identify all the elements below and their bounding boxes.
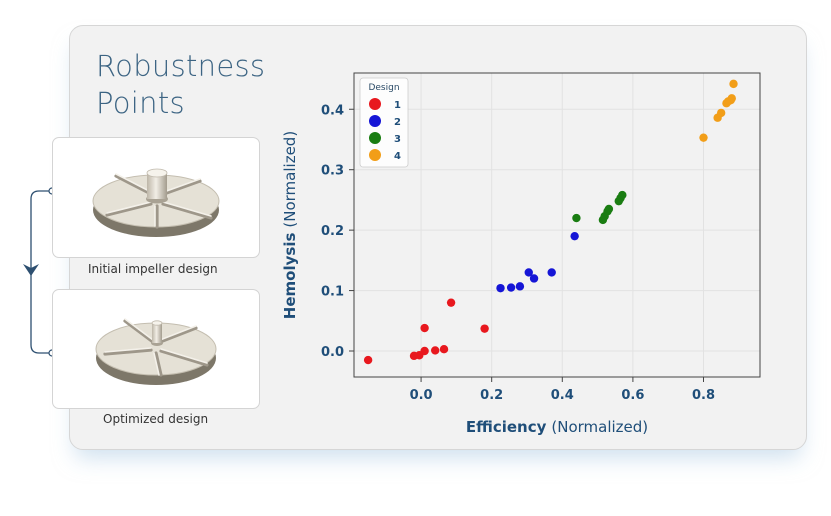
data-point-design-4 xyxy=(729,79,738,89)
data-point-design-3 xyxy=(572,213,581,223)
legend-label-design-4: 4 xyxy=(394,151,401,162)
data-point-design-2 xyxy=(524,268,533,277)
y-tick-label: 0.4 xyxy=(321,103,344,118)
data-point-design-1 xyxy=(363,355,373,365)
legend-marker-design-4 xyxy=(369,149,381,161)
data-point-design-4 xyxy=(716,108,726,118)
y-tick-label: 0.1 xyxy=(321,285,344,300)
x-tick-label: 0.4 xyxy=(551,388,574,403)
data-point-design-1 xyxy=(431,346,440,355)
optimized-design-caption: Optimized design xyxy=(103,412,209,426)
optimized-design-card xyxy=(52,289,260,409)
data-point-design-2 xyxy=(547,268,556,277)
legend-label-design-1: 1 xyxy=(394,100,401,111)
chart-grid xyxy=(354,73,760,377)
x-axis-title-suffix: (Normalized) xyxy=(551,418,648,436)
initial-design-card xyxy=(52,137,260,258)
y-axis-ticks: 0.0 0.1 0.2 0.3 0.4 xyxy=(321,103,354,360)
data-point-design-1 xyxy=(480,324,489,333)
legend-label-design-2: 2 xyxy=(394,117,401,128)
data-points xyxy=(363,79,738,365)
legend-marker-design-1 xyxy=(369,98,381,110)
chart-legend: Design 1 2 3 4 xyxy=(359,77,409,168)
x-axis-title-main: Efficiency xyxy=(466,418,547,436)
data-point-design-2 xyxy=(496,283,505,293)
data-point-design-2 xyxy=(529,274,539,283)
x-tick-label: 0.2 xyxy=(480,388,503,403)
data-point-design-3 xyxy=(604,204,614,214)
y-axis-title-suffix: (Normalized) xyxy=(281,131,299,228)
data-point-design-2 xyxy=(506,283,516,292)
legend-marker-design-2 xyxy=(369,115,381,127)
x-tick-label: 0.0 xyxy=(410,388,433,403)
impeller-optimized-icon xyxy=(95,318,217,385)
data-point-design-1 xyxy=(439,344,449,354)
y-axis-title: Hemolysis (Normalized) xyxy=(281,131,299,319)
data-point-design-3 xyxy=(618,190,627,200)
x-tick-label: 0.8 xyxy=(692,388,715,403)
initial-design-caption: Initial impeller design xyxy=(88,262,218,276)
down-arrow-icon xyxy=(23,264,39,276)
y-axis-title-main: Hemolysis xyxy=(281,233,299,320)
y-tick-label: 0.0 xyxy=(321,345,344,360)
legend-label-design-3: 3 xyxy=(394,134,401,145)
y-tick-label: 0.3 xyxy=(321,164,344,179)
y-tick-label: 0.2 xyxy=(321,224,344,239)
impeller-initial-icon xyxy=(92,168,220,237)
legend-title: Design xyxy=(368,83,399,93)
x-axis-ticks: 0.0 0.2 0.4 0.6 0.8 xyxy=(410,377,715,403)
data-point-design-4 xyxy=(699,133,708,142)
legend-marker-design-3 xyxy=(369,132,381,144)
data-point-design-1 xyxy=(420,346,429,356)
data-point-design-2 xyxy=(570,231,579,241)
x-axis-title: Efficiency (Normalized) xyxy=(466,418,648,436)
plot-frame xyxy=(353,72,761,378)
data-point-design-4 xyxy=(727,94,736,103)
data-point-design-1 xyxy=(446,298,456,307)
page-title: Robustness Points xyxy=(96,49,266,120)
data-point-design-1 xyxy=(420,323,429,333)
data-point-design-2 xyxy=(515,282,525,291)
x-tick-label: 0.6 xyxy=(621,388,644,403)
